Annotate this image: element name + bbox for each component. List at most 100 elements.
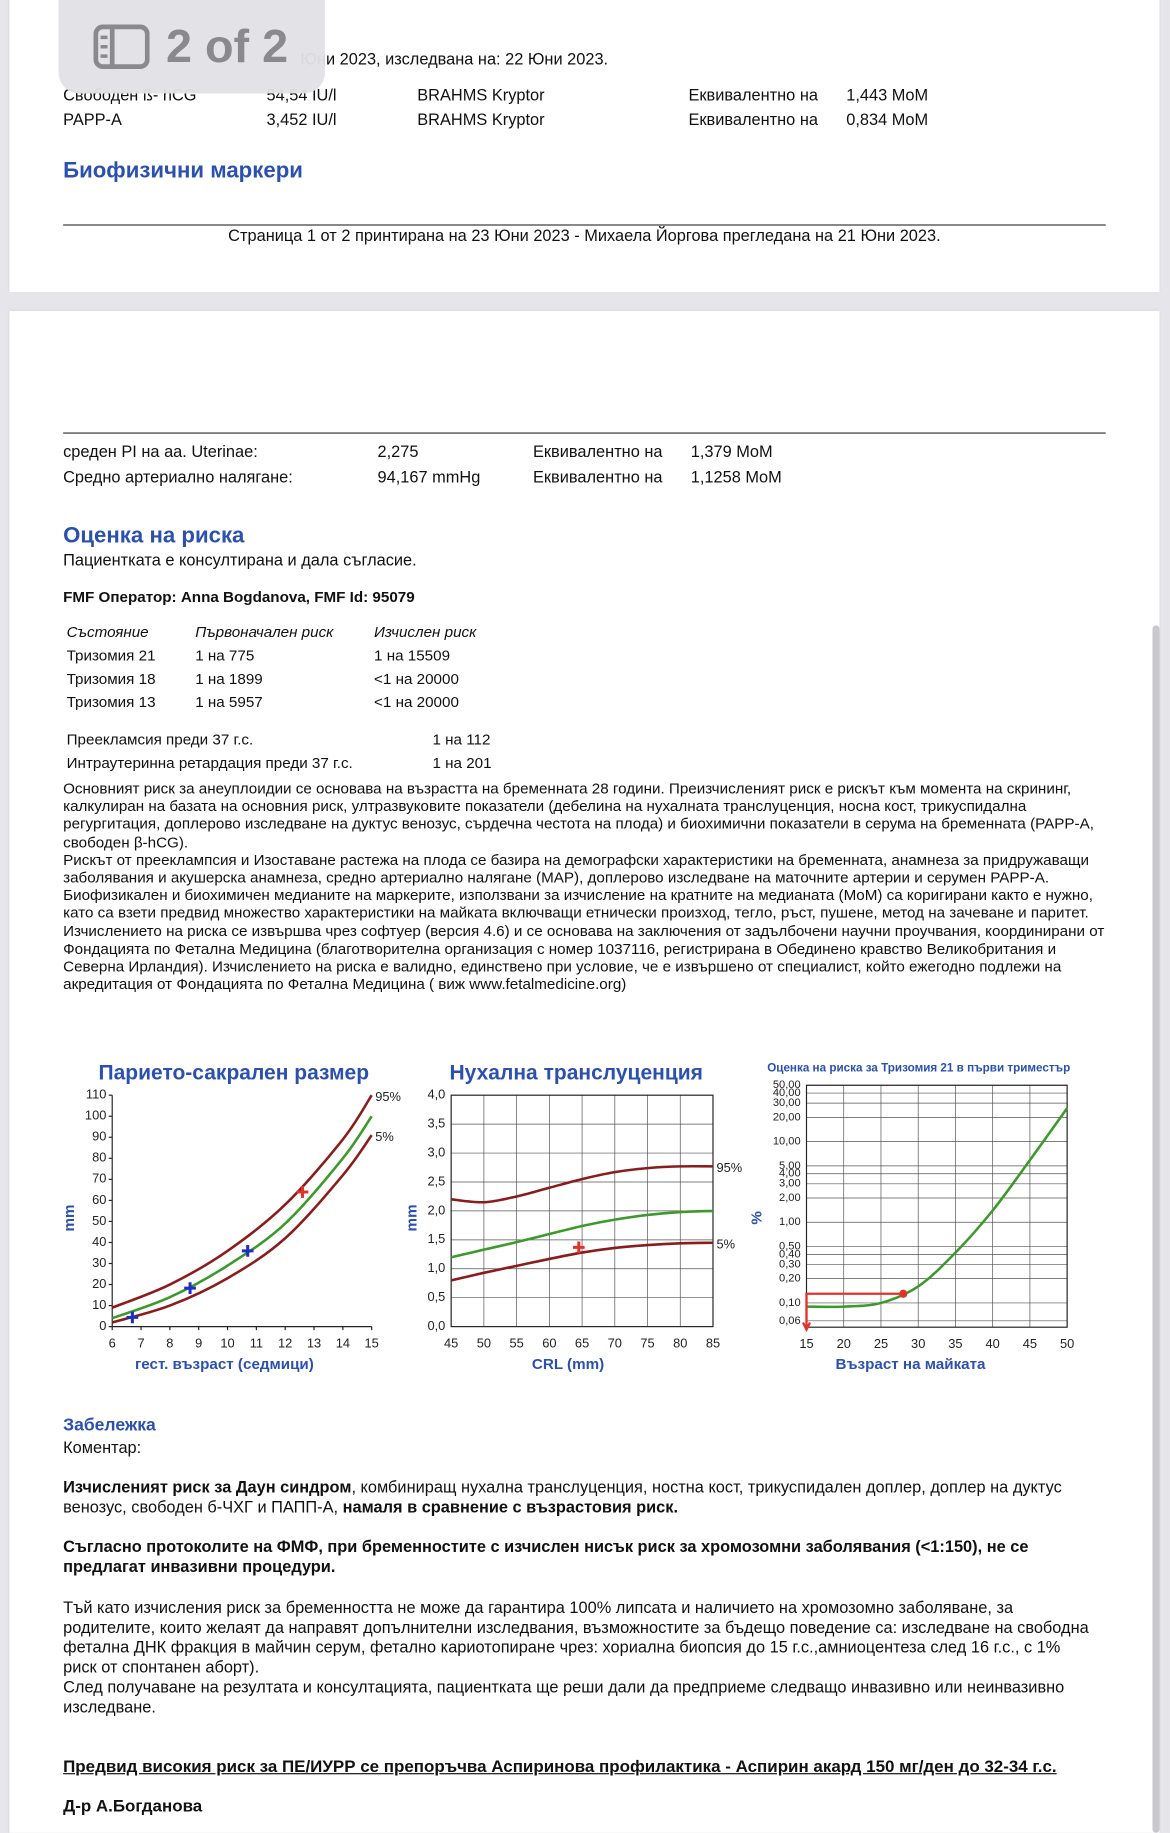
axes [111,1095,372,1328]
curve [111,1094,373,1309]
table-header: Изчислен риск [374,622,477,641]
x-tick-label: 40 [986,1336,1000,1351]
table-cell: Тризомия 18 [66,669,156,688]
page-badge[interactable]: 2 of 2 [58,0,325,94]
x-tick-label: 6 [109,1336,116,1351]
cell: BRAHMS Kryptor [417,85,545,105]
y-tick-label: 100 [85,1108,106,1123]
risk-cell: Интраутеринна ретардация преди 37 г.с. [66,753,353,772]
y-tick-label: 30,00 [773,1097,801,1109]
cell: среден PI на аа. Uterinae: [63,441,258,461]
cell: 3,452 IU/l [266,109,337,129]
y-axis-title: mm [61,1204,78,1231]
y-tick-label: 10,00 [773,1136,801,1148]
table-cell: Тризомия 13 [66,693,156,711]
x-tick-label: 25 [874,1336,888,1351]
x-tick-label: 75 [640,1336,654,1351]
marker [241,1245,254,1257]
x-tick-label: 45 [444,1336,458,1351]
x-tick-label: 50 [477,1336,491,1351]
y-tick-label: 1,00 [779,1216,801,1228]
cell: Еквивалентно на [688,109,818,129]
x-tick-label: 80 [673,1336,687,1351]
x-axis-title: гест. възраст (седмици) [135,1356,314,1373]
y-tick-label: 20 [92,1276,106,1291]
x-tick-label: 7 [137,1336,144,1351]
table-cell: 1 на 775 [195,646,255,664]
x-tick-label: 70 [608,1336,622,1351]
curve [450,1209,714,1259]
y-axis-title: mm [404,1204,421,1231]
curve-label: 95% [716,1160,742,1175]
y-tick-label: 2,00 [779,1192,801,1204]
table-cell: <1 на 20000 [374,669,459,688]
curve [806,1107,1069,1309]
curve [450,1241,714,1282]
y-tick-label: 0,10 [779,1297,801,1309]
y-tick-label: 0 [99,1318,106,1333]
recommendation: Предвид високия риск за ПЕ/ИУРР се препо… [63,1757,1057,1777]
y-tick-label: 0,5 [427,1289,445,1304]
y-tick-label: 4,0 [427,1087,445,1102]
x-tick-label: 14 [336,1336,350,1351]
page-counter: 2 of 2 [165,20,289,72]
note-text: намаля в сравнение с възрастовия риск. [342,1497,678,1516]
cell: 1,379 MoM [690,441,773,461]
note-paragraph: Тъй като изчисления риск за бременността… [63,1598,1092,1717]
x-tick-label: 55 [509,1336,523,1351]
table-cell: <1 на 20000 [374,693,459,711]
note-text: Изчисленият риск за Даун синдром [63,1477,352,1497]
y-tick-label: 3,5 [427,1116,445,1131]
note-text: Тъй като изчисления риск за бременността… [63,1597,1089,1677]
x-tick-label: 20 [837,1336,851,1351]
table-cell: 1 на 5957 [195,693,263,711]
guide-line [801,1292,904,1333]
operator: FMF Оператор: Anna Bogdanova, FMF Id: 95… [63,587,415,606]
y-tick-label: 0,50 [779,1240,801,1252]
y-tick-label: 0,06 [779,1315,801,1327]
y-tick-label: 1,0 [427,1260,445,1275]
y-tick-label: 40 [92,1234,106,1249]
cell: 1,1258 MoM [690,467,782,487]
x-tick-label: 9 [195,1336,202,1351]
y-tick-label: 3,00 [779,1178,801,1190]
x-tick-label: 50 [1060,1336,1074,1351]
scrollbar[interactable] [1152,625,1160,1833]
cell: 94,167 mmHg [377,467,481,487]
rule [63,432,1106,434]
cell: Средно артериално налягане: [63,467,293,487]
marker [296,1186,309,1198]
cell: 1,443 MoM [846,85,929,105]
table-cell: Тризомия 21 [66,646,156,664]
y-axis-title: % [748,1211,765,1225]
marker [572,1241,585,1254]
chart-title: Оценка на риска за Тризомия 21 в първи т… [767,1061,1070,1074]
y-tick-label: 50 [92,1213,106,1228]
cell: PAPP-A [63,109,122,129]
curve [451,1164,713,1204]
x-tick-label: 11 [250,1336,263,1351]
table-cell: 1 на 15509 [374,646,451,664]
paragraph: Изчислението на риска се извършва чрез с… [63,921,1105,993]
marker [899,1289,908,1298]
y-tick-label: 40,00 [773,1087,801,1099]
curve [111,1134,373,1324]
y-tick-label: 2,0 [427,1202,445,1217]
note-text: След получаване на резултата и консултац… [63,1677,1065,1716]
note-paragraph: Изчисленият риск за Даун синдром, комбин… [63,1477,1092,1517]
x-tick-label: 10 [220,1336,234,1351]
y-tick-label: 50,00 [773,1079,801,1091]
cell: 0,834 MoM [846,109,929,129]
table-header: Състояние [66,622,149,641]
paragraph: Рискът от прееклампсия и Изоставане раст… [63,850,1089,886]
y-tick-label: 3,0 [427,1144,445,1159]
x-tick-label: 13 [307,1336,321,1351]
x-tick-label: 15 [799,1336,813,1351]
plot-frame [805,1084,1068,1328]
section-title: Биофизични маркери [63,158,303,184]
x-tick-label: 30 [911,1336,925,1351]
x-tick-label: 60 [542,1336,556,1351]
page-footer: Страница 1 от 2 принтирана на 23 Юни 202… [228,225,941,245]
comment-label: Коментар: [63,1437,142,1457]
